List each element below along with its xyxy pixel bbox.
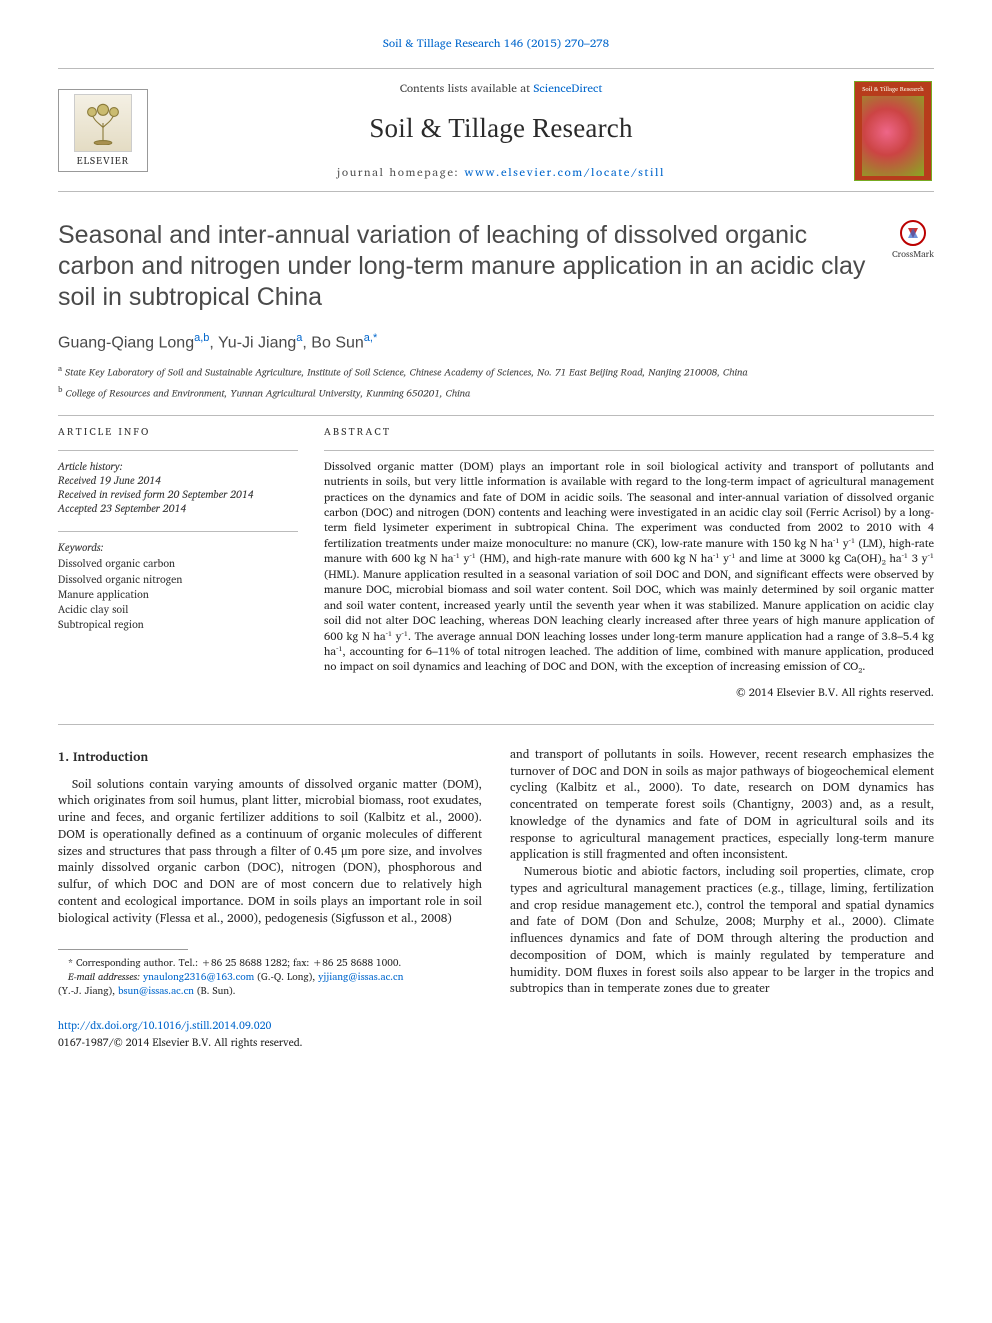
email-2[interactable]: yjjiang@issas.ac.cn — [318, 969, 403, 985]
footnote-block: * Corresponding author. Tel.: +86 25 868… — [58, 949, 482, 998]
contents-prefix: Contents lists available at — [400, 79, 534, 98]
homepage-prefix: journal homepage: — [337, 163, 464, 182]
title-row: Seasonal and inter-annual variation of l… — [58, 220, 934, 313]
corresponding-note: * Corresponding author. Tel.: +86 25 868… — [58, 956, 482, 970]
keywords-block: Keywords: Dissolved organic carbon Disso… — [58, 540, 298, 632]
issn-line: 0167-1987/© 2014 Elsevier B.V. All right… — [58, 1035, 482, 1050]
footnote-rule — [58, 949, 188, 950]
body-para-1: Soil solutions contain varying amounts o… — [58, 777, 482, 928]
author-3-sup: a, — [364, 332, 373, 344]
email-3[interactable]: bsun@issas.ac.cn — [118, 983, 194, 999]
keyword-5: Subtropical region — [58, 617, 298, 632]
author-3: Bo Sun — [311, 334, 363, 351]
journal-cover-thumb: Soil & Tillage Research — [854, 81, 932, 181]
crossmark-badge[interactable]: CrossMark — [892, 220, 934, 260]
article-info-col: ARTICLE INFO Article history: Received 1… — [58, 426, 298, 700]
contents-line: Contents lists available at ScienceDirec… — [166, 81, 836, 97]
masthead: ELSEVIER Contents lists available at Sci… — [58, 68, 934, 192]
author-3-corr: * — [373, 332, 377, 344]
running-head-link[interactable]: Soil & Tillage Research 146 (2015) 270–2… — [383, 34, 609, 53]
author-1: Guang-Qiang Long — [58, 334, 194, 351]
author-2-sup: a — [296, 332, 302, 344]
rule-above-body — [58, 724, 934, 725]
crossmark-label: CrossMark — [892, 248, 934, 260]
cover-art — [862, 96, 923, 175]
abstract-copyright: © 2014 Elsevier B.V. All rights reserved… — [324, 685, 934, 700]
homepage-link[interactable]: www.elsevier.com/locate/still — [464, 163, 665, 182]
keywords-label: Keywords: — [58, 540, 298, 554]
author-2: Yu-Ji Jiang — [218, 334, 296, 351]
email-1-name: (G.-Q. Long), — [254, 969, 318, 985]
info-rule — [58, 450, 298, 451]
page-root: Soil & Tillage Research 146 (2015) 270–2… — [0, 0, 992, 1080]
sciencedirect-link[interactable]: ScienceDirect — [533, 79, 602, 98]
crossmark-icon — [900, 220, 926, 246]
rule-above-abstract — [58, 415, 934, 416]
kw-rule — [58, 531, 298, 532]
affiliation-a: a State Key Laboratory of Soil and Susta… — [58, 363, 934, 380]
article-info-head: ARTICLE INFO — [58, 426, 298, 440]
journal-name: Soil & Tillage Research — [166, 110, 836, 146]
history-accepted: Accepted 23 September 2014 — [58, 499, 186, 517]
author-line: Guang-Qiang Longa,b, Yu-Ji Jianga, Bo Su… — [58, 331, 934, 354]
homepage-line: journal homepage: www.elsevier.com/locat… — [166, 165, 836, 181]
doi-block: http://dx.doi.org/10.1016/j.still.2014.0… — [58, 1018, 482, 1050]
publisher-name: ELSEVIER — [77, 155, 129, 169]
info-abstract-row: ARTICLE INFO Article history: Received 1… — [58, 426, 934, 700]
cover-caption: Soil & Tillage Research — [862, 86, 923, 93]
body-columns: 1. Introduction Soil solutions contain v… — [58, 747, 934, 1050]
abstract-head: ABSTRACT — [324, 426, 934, 440]
email-line-2: (Y.-J. Jiang), bsun@issas.ac.cn (B. Sun)… — [58, 984, 482, 998]
doi-link[interactable]: http://dx.doi.org/10.1016/j.still.2014.0… — [58, 1016, 271, 1034]
section-1-heading: 1. Introduction — [58, 749, 482, 767]
email-2-name: (Y.-J. Jiang), — [58, 983, 118, 999]
elsevier-tree-icon — [74, 94, 132, 152]
email-line-1: E-mail addresses: ynaulong2316@163.com (… — [58, 970, 482, 984]
masthead-center: Contents lists available at ScienceDirec… — [166, 81, 836, 180]
author-1-sup: a,b — [194, 332, 209, 344]
abstract-col: ABSTRACT Dissolved organic matter (DOM) … — [324, 426, 934, 700]
running-head: Soil & Tillage Research 146 (2015) 270–2… — [58, 36, 934, 52]
email-3-name: (B. Sun). — [194, 983, 236, 999]
affiliation-a-text: State Key Laboratory of Soil and Sustain… — [65, 365, 748, 381]
affiliation-b: b College of Resources and Environment, … — [58, 384, 934, 401]
body-para-2: and transport of pollutants in soils. Ho… — [510, 747, 934, 864]
publisher-logo-block: ELSEVIER — [58, 89, 148, 172]
article-history: Article history: Received 19 June 2014 R… — [58, 459, 298, 516]
body-para-3: Numerous biotic and abiotic factors, inc… — [510, 864, 934, 998]
affiliation-b-text: College of Resources and Environment, Yu… — [65, 386, 470, 402]
abstract-text: Dissolved organic matter (DOM) plays an … — [324, 459, 934, 675]
paper-title: Seasonal and inter-annual variation of l… — [58, 220, 878, 313]
abs-rule — [324, 450, 934, 451]
